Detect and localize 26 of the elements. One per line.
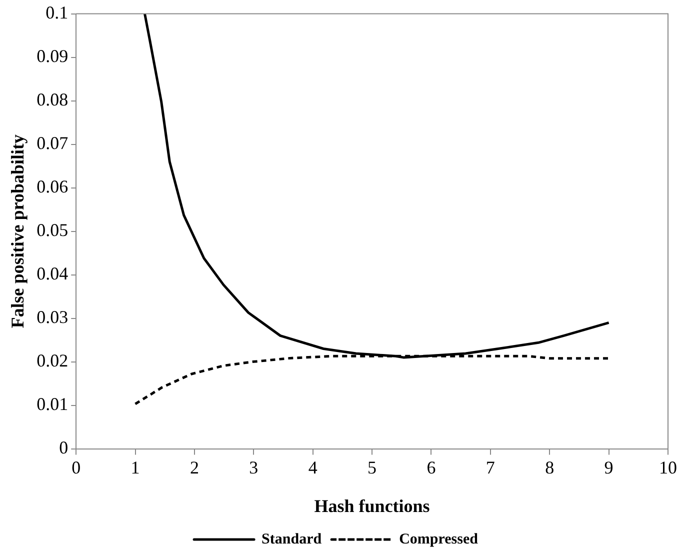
- legend-label: Standard: [262, 531, 322, 548]
- x-tick-label: 0: [72, 457, 81, 478]
- y-tick-label: 0.07: [36, 133, 68, 154]
- x-tick-label: 8: [545, 457, 554, 478]
- y-tick-label: 0.1: [46, 2, 68, 23]
- y-tick-label: 0.01: [36, 394, 68, 414]
- y-tick-label: 0.06: [36, 176, 68, 197]
- x-tick-label: 4: [308, 457, 318, 478]
- y-axis-title: False positive probability: [7, 134, 28, 328]
- y-tick-label: 0.04: [36, 264, 68, 284]
- x-tick-label: 1: [130, 457, 140, 478]
- legend-label: Compressed: [399, 531, 479, 548]
- x-tick-label: 10: [659, 457, 677, 478]
- x-axis-title: Hash functions: [314, 496, 430, 516]
- x-tick-label: 2: [190, 457, 199, 478]
- y-tick-label: 0.08: [36, 90, 68, 110]
- x-tick-label: 5: [368, 457, 377, 478]
- y-tick-label: 0.03: [36, 307, 68, 328]
- x-tick-label: 6: [426, 457, 436, 478]
- x-tick-label: 3: [249, 457, 258, 478]
- y-tick-label: 0: [59, 438, 68, 458]
- x-tick-label: 7: [486, 457, 495, 478]
- y-tick-label: 0.05: [36, 220, 68, 240]
- y-tick-label: 0.09: [36, 46, 68, 66]
- x-tick-label: 9: [604, 457, 614, 478]
- y-tick-label: 0.02: [36, 350, 68, 371]
